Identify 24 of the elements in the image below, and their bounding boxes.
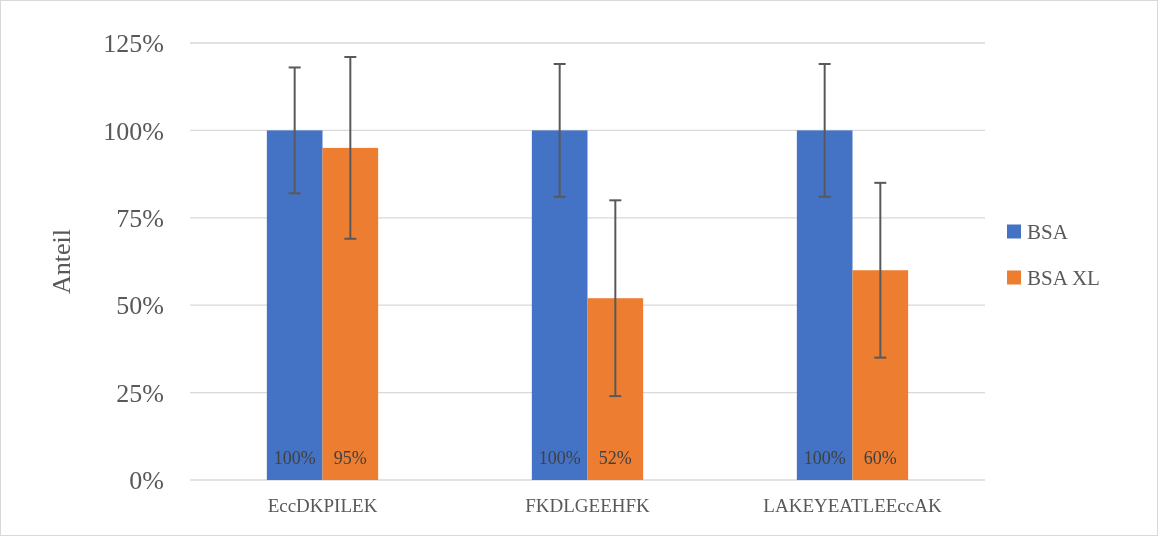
data-label: 100% — [273, 448, 316, 468]
y-tick-label: 25% — [116, 378, 164, 408]
bar — [266, 130, 323, 480]
x-tick-label: LAKEYEATLEEccAK — [763, 495, 942, 516]
y-tick-label: 50% — [116, 291, 164, 321]
x-tick-label: EccDKPILEK — [267, 495, 378, 516]
legend-label: BSA XL — [1027, 265, 1100, 290]
data-label: 52% — [598, 448, 632, 468]
y-tick-label: 100% — [103, 116, 164, 146]
bar — [587, 298, 644, 480]
data-label: 100% — [803, 448, 846, 468]
bar — [796, 130, 853, 480]
data-label: 100% — [538, 448, 581, 468]
y-axis-title: Anteil — [47, 229, 76, 294]
x-tick-label: FKDLGEEHFK — [525, 495, 651, 516]
legend-label: BSA — [1027, 219, 1069, 244]
data-label: 95% — [333, 448, 367, 468]
y-tick-label: 125% — [103, 29, 164, 59]
y-tick-label: 0% — [129, 466, 164, 496]
bar — [852, 270, 909, 480]
bar — [322, 147, 379, 480]
y-tick-label: 75% — [116, 203, 164, 233]
bar — [531, 130, 588, 480]
data-label: 60% — [863, 448, 897, 468]
